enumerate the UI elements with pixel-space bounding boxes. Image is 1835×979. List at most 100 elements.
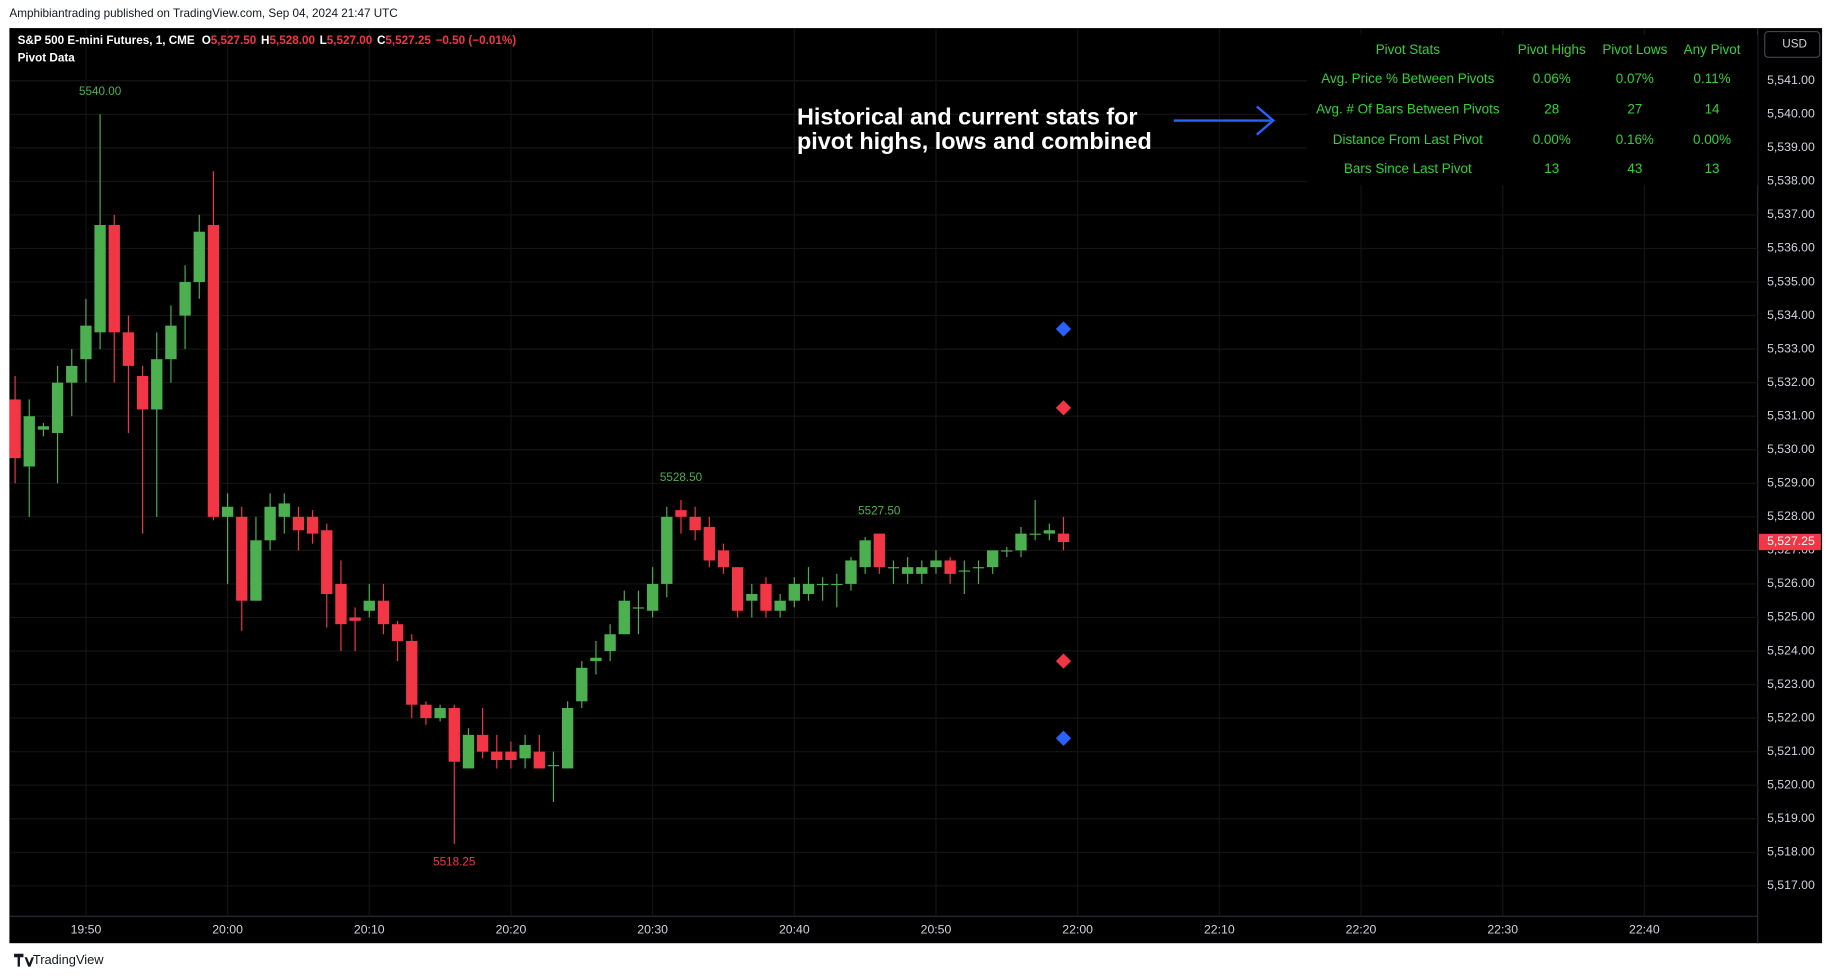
- y-tick-label: 5,532.00: [1767, 375, 1815, 389]
- y-tick-label: 5,538.00: [1767, 174, 1815, 188]
- candle-body: [151, 359, 163, 410]
- y-tick-label: 5,526.00: [1767, 576, 1815, 590]
- ohlc-value: 5,527.50: [211, 34, 257, 47]
- candle-body: [420, 704, 432, 719]
- candle-body: [94, 224, 106, 333]
- x-tick-label: 22:20: [1346, 923, 1377, 937]
- candle-body: [335, 583, 347, 625]
- y-tick-label: 5,533.00: [1767, 341, 1815, 355]
- candle-body: [972, 567, 985, 569]
- candle-body: [519, 744, 531, 759]
- table-cell: Avg. # Of Bars Between Pivots: [1316, 102, 1500, 117]
- note-line: Historical and current stats for: [797, 103, 1138, 129]
- y-tick-label: 5,519.00: [1767, 811, 1815, 825]
- candle-body: [264, 506, 276, 541]
- x-tick-label: 20:20: [496, 923, 527, 937]
- last-price-tag: [1758, 533, 1821, 551]
- table-cell: 0.06%: [1533, 71, 1571, 86]
- y-tick-label: 5,518.00: [1767, 845, 1815, 859]
- logo: [14, 953, 34, 967]
- x-tick-label: 22:40: [1629, 923, 1660, 937]
- y-tick-label: 5,529.00: [1767, 476, 1815, 490]
- x-tick-label: 20:30: [637, 923, 668, 937]
- pivot-marker: [1055, 400, 1072, 416]
- candle-body: [221, 506, 234, 517]
- table-cell: 0.07%: [1616, 71, 1654, 86]
- candle-body: [80, 325, 92, 360]
- x-tick-label: 19:50: [71, 923, 102, 937]
- stats-table: Pivot Stats Pivot Highs Pivot Lows Any Pivo…: [1307, 35, 1758, 185]
- candle-body: [618, 600, 630, 635]
- candle-body: [476, 734, 489, 752]
- table-cell: 43: [1627, 161, 1642, 176]
- candle-body: [887, 567, 900, 569]
- x-tick-label: 20:10: [354, 923, 385, 937]
- table-cell: 13: [1544, 161, 1559, 176]
- table-cell: Bars Since Last Pivot: [1344, 161, 1472, 176]
- y-tick-label: 5,524.00: [1767, 643, 1815, 657]
- candle-body: [434, 708, 446, 719]
- note-line: pivot highs, lows and combined: [797, 128, 1152, 154]
- y-tick-label: 5,540.00: [1767, 107, 1815, 121]
- pivot-marker: [1055, 321, 1072, 337]
- candle-body: [1001, 550, 1013, 552]
- candle-body: [802, 583, 815, 594]
- candle-body: [349, 617, 361, 621]
- candle-body: [916, 567, 928, 574]
- x-tick-label: 20:50: [921, 923, 952, 937]
- candle-body: [207, 224, 220, 517]
- indicator-name: Pivot Data: [18, 52, 76, 65]
- candle-body: [576, 667, 588, 702]
- candle-body: [1057, 533, 1070, 542]
- table-cell: 0.00%: [1533, 132, 1571, 147]
- candle-body: [731, 567, 744, 611]
- table-cell: Distance From Last Pivot: [1333, 132, 1483, 147]
- y-tick-label: 5,537.00: [1767, 207, 1815, 221]
- y-tick-label: 5,521.00: [1767, 744, 1815, 758]
- table-cell: 14: [1705, 102, 1720, 117]
- candle-body: [448, 708, 460, 762]
- candle-body: [406, 640, 418, 705]
- candle-body: [774, 600, 786, 611]
- candle-body: [321, 530, 333, 594]
- table-background: [1307, 35, 1758, 185]
- candle-body: [958, 570, 970, 572]
- candle-body: [1029, 533, 1041, 535]
- published-line: Amphibiantrading published on TradingVie…: [9, 7, 397, 20]
- table-cell: 13: [1705, 161, 1720, 176]
- pivot-label: 5518.25: [433, 856, 476, 869]
- candle-body: [51, 382, 64, 433]
- candle-body: [136, 375, 149, 410]
- pivot-label: 5528.50: [660, 471, 703, 484]
- candle-body: [831, 583, 843, 586]
- y-tick-label: 5,541.00: [1767, 73, 1815, 87]
- ohlc-value: 5,528.00: [269, 34, 315, 47]
- x-tick-label: 20:40: [779, 923, 810, 937]
- candle-body: [1043, 530, 1055, 534]
- plot: 5540.00 5518.25 5528.50 5527.50 5,527.25: [9, 85, 1821, 869]
- y-tick-label: 5,531.00: [1767, 408, 1815, 422]
- candle-body: [986, 550, 999, 568]
- y-tick-label: 5,530.00: [1767, 442, 1815, 456]
- candle-body: [9, 399, 21, 459]
- candle-body: [165, 325, 177, 360]
- candle-body: [108, 224, 120, 333]
- currency: USD: [1782, 38, 1807, 51]
- candle-body: [746, 593, 758, 601]
- candle-body: [278, 503, 290, 517]
- note-arrow-head: [1256, 105, 1276, 136]
- y-tick-label: 5,539.00: [1767, 140, 1815, 154]
- candle-body: [930, 560, 942, 568]
- currency-box[interactable]: [1764, 31, 1821, 58]
- pivot-marker: [1055, 730, 1072, 746]
- candle-body: [675, 510, 687, 517]
- candle-body: [250, 540, 262, 601]
- candle-body: [788, 583, 800, 601]
- candle-body: [377, 600, 390, 625]
- table-cell: 0.00%: [1693, 132, 1731, 147]
- candle-body: [363, 600, 375, 611]
- symbol: S&P 500 E-mini Futures, 1, CME: [18, 34, 195, 47]
- candle-body: [236, 516, 248, 601]
- footer-brand: TradingView: [33, 952, 104, 967]
- candle-body: [717, 550, 730, 568]
